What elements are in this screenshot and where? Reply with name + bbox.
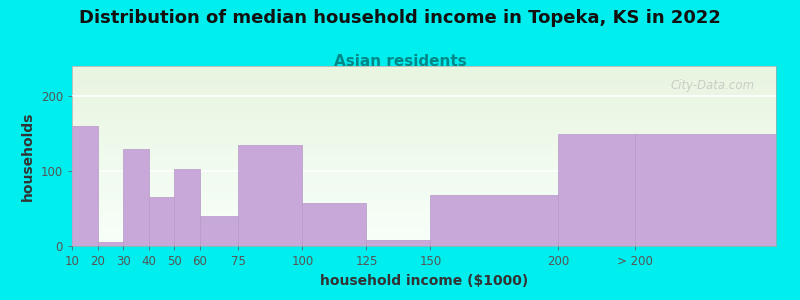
Text: Distribution of median household income in Topeka, KS in 2022: Distribution of median household income … [79,9,721,27]
Bar [238,145,302,246]
Bar [635,134,776,246]
Bar [98,242,123,246]
Bar [72,126,98,246]
Bar [366,240,430,246]
Bar [200,216,238,246]
Bar [558,134,635,246]
Y-axis label: households: households [21,111,35,201]
Bar [123,148,149,246]
X-axis label: household income ($1000): household income ($1000) [320,274,528,288]
Bar [174,169,200,246]
Bar [430,195,558,246]
Bar [302,203,366,246]
Text: Asian residents: Asian residents [334,54,466,69]
Bar [149,197,174,246]
Text: City-Data.com: City-Data.com [670,79,755,92]
